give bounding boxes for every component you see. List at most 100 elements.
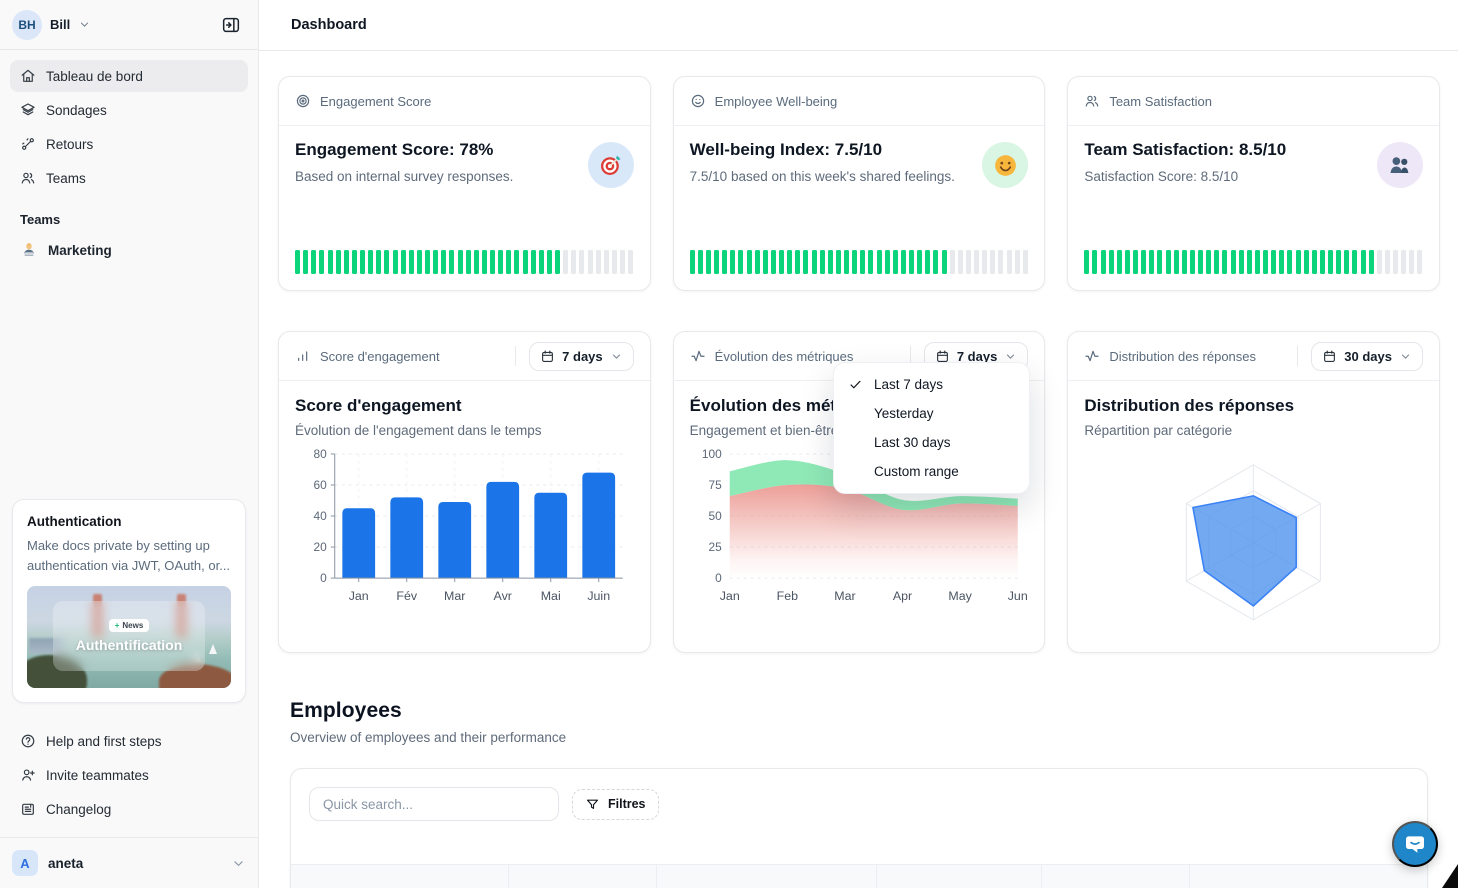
column-header-user[interactable]: User	[291, 865, 508, 888]
stat-card-1: Employee Well-being Well-being Index: 7.…	[672, 76, 1046, 291]
progress-segment	[295, 250, 300, 274]
plus-icon: +	[114, 621, 120, 630]
progress-segment	[1238, 250, 1244, 274]
progress-segment	[933, 250, 939, 274]
progress-segment	[620, 250, 625, 274]
menu-item-last-30-days[interactable]: Last 30 days	[834, 428, 1029, 457]
progress-segment	[925, 250, 931, 274]
progress-segment	[311, 250, 317, 274]
sidebar: BH Bill Tableau de bord Sondages Retours…	[0, 0, 259, 888]
progress-segment	[876, 250, 882, 274]
progress-segment	[1336, 250, 1342, 274]
chart-card-body: Score d'engagement Évolution de l'engage…	[279, 381, 650, 652]
sidebar-team-marketing[interactable]: Marketing	[10, 235, 248, 265]
promo-image-caption: Authentification	[75, 637, 183, 653]
progress-segment	[1271, 250, 1277, 274]
progress-segment	[611, 250, 617, 274]
divider	[1297, 346, 1299, 366]
user-plus-icon	[20, 767, 36, 783]
activity-icon	[1084, 348, 1100, 364]
stat-card-body: Team Satisfaction: 8.5/10 Satisfaction S…	[1068, 126, 1439, 290]
sidebar-item-tableau-de-bord[interactable]: Tableau de bord	[10, 60, 248, 92]
progress-segment	[351, 250, 357, 274]
column-header-performance[interactable]: Performance	[1041, 865, 1189, 888]
svg-text:May: May	[948, 589, 972, 603]
progress-segment	[335, 250, 341, 274]
avatar: BH	[12, 9, 42, 40]
progress-segment	[722, 250, 728, 274]
stat-cards-row: Engagement Score Engagement Score: 78% B…	[278, 76, 1440, 291]
smile-icon	[690, 93, 706, 109]
stat-subtitle: 7.5/10 based on this week's shared feeli…	[689, 169, 955, 184]
range-dropdown-menu: Last 7 days Yesterday Last 30 days Custo…	[833, 362, 1030, 494]
calendar-icon	[935, 349, 950, 364]
progress-segment	[1092, 250, 1098, 274]
workspace-switcher[interactable]: A aneta	[0, 837, 258, 888]
progress-segment	[998, 250, 1004, 274]
svg-text:0: 0	[320, 571, 327, 585]
progress-segment	[1157, 250, 1163, 274]
stat-card-header: Employee Well-being	[673, 77, 1045, 126]
home-icon	[20, 68, 36, 84]
chart-card-body: Distribution des réponses Répartition pa…	[1068, 381, 1439, 652]
sidebar-item-label: Teams	[46, 170, 86, 186]
range-select-button[interactable]: 7 days	[529, 341, 634, 371]
search-input[interactable]	[309, 787, 559, 821]
sidebar-item-retours[interactable]: Retours	[10, 128, 248, 160]
sidebar-user-row[interactable]: BH Bill	[0, 0, 258, 50]
filters-button[interactable]: Filtres	[572, 788, 659, 820]
column-header-participation[interactable]: Participation	[876, 865, 1041, 888]
promo-title: Authentication	[27, 514, 122, 529]
column-header-position[interactable]: Position	[656, 865, 876, 888]
column-header-tasks[interactable]: Tasks	[1189, 865, 1427, 888]
progress-segment	[628, 250, 634, 274]
menu-item-last-7-days[interactable]: Last 7 days	[834, 370, 1029, 399]
sidebar-item-teams[interactable]: Teams	[10, 162, 248, 194]
progress-segment	[1124, 250, 1130, 274]
progress-segment	[738, 250, 744, 274]
progress-segment	[1287, 250, 1293, 274]
svg-text:Jun: Jun	[1007, 589, 1027, 603]
svg-text:60: 60	[314, 478, 328, 492]
progress-segment	[1022, 250, 1028, 274]
progress-segment	[1311, 250, 1317, 274]
progress-segment	[408, 250, 414, 274]
promo-card[interactable]: Authentication Make docs private by sett…	[12, 499, 246, 703]
busts-icon	[1376, 142, 1423, 188]
sidebar-item-changelog[interactable]: Changelog	[10, 793, 248, 825]
svg-text:Jan: Jan	[349, 589, 369, 603]
progress-segment	[522, 250, 528, 274]
svg-text:0: 0	[715, 571, 722, 585]
svg-text:25: 25	[708, 540, 722, 554]
employees-heading: Employees	[290, 699, 402, 722]
sidebar-item-help-and-first-steps[interactable]: Help and first steps	[10, 725, 248, 757]
menu-item-label: Last 7 days	[874, 377, 944, 392]
progress-segment	[595, 250, 601, 274]
table-header-row: User Team Position Participation Perform…	[291, 864, 1427, 888]
progress-segment	[803, 250, 809, 274]
sidebar-item-sondages[interactable]: Sondages	[10, 94, 248, 126]
chart-card-0: Score d'engagement 7 days Score d'engage…	[278, 331, 651, 653]
progress-segment	[392, 250, 398, 274]
sidebar-collapse-button[interactable]	[216, 10, 246, 40]
progress-segment	[892, 250, 898, 274]
intercom-chat-button[interactable]	[1392, 821, 1438, 867]
progress-segment	[1108, 250, 1114, 274]
progress-bar	[295, 250, 634, 274]
sidebar-item-invite-teammates[interactable]: Invite teammates	[10, 759, 248, 791]
progress-segment	[1206, 250, 1212, 274]
chart-subtitle: Répartition par catégorie	[1084, 423, 1233, 438]
chart-card-header-label: Score d'engagement	[320, 348, 440, 364]
progress-segment	[1254, 250, 1260, 274]
menu-item-yesterday[interactable]: Yesterday	[834, 399, 1029, 428]
menu-item-custom-range[interactable]: Custom range	[834, 457, 1029, 486]
sidebar-item-label: Sondages	[46, 102, 107, 118]
range-select-button[interactable]: 30 days	[1311, 341, 1423, 371]
progress-segment	[900, 250, 906, 274]
progress-segment	[449, 250, 455, 274]
column-header-team[interactable]: Team	[508, 865, 656, 888]
stat-title: Well-being Index: 7.5/10	[689, 140, 883, 159]
stat-card-2: Team Satisfaction Team Satisfaction: 8.5…	[1067, 76, 1440, 291]
svg-text:Feb: Feb	[776, 589, 797, 603]
range-label: 7 days	[562, 348, 603, 364]
